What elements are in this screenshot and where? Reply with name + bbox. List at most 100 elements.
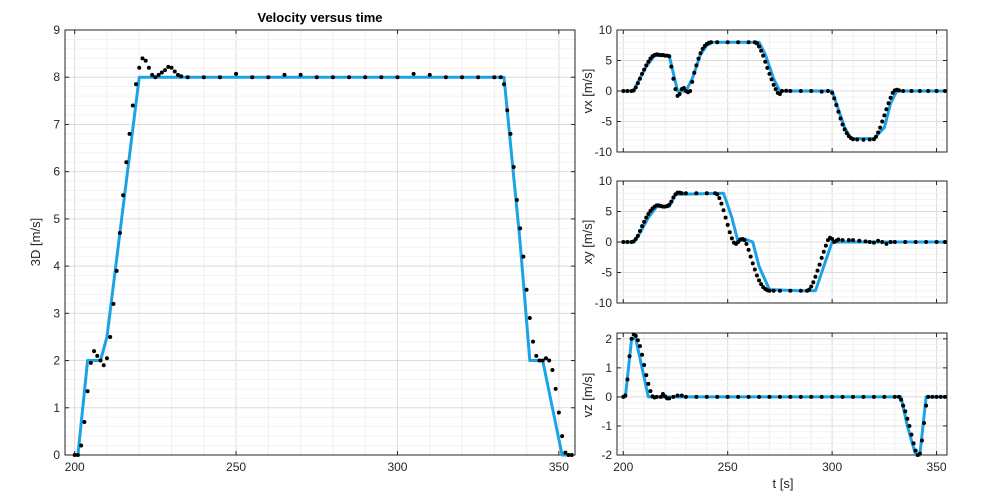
data-point: [821, 249, 826, 254]
data-point: [363, 75, 368, 80]
data-point: [813, 274, 818, 279]
data-point: [266, 75, 271, 80]
data-point: [201, 75, 206, 80]
data-point: [857, 238, 862, 243]
data-point: [642, 219, 647, 224]
data-point: [892, 394, 897, 399]
plot-area-main: [65, 30, 575, 455]
data-point: [836, 109, 841, 114]
data-point: [777, 288, 782, 293]
data-point: [851, 394, 856, 399]
data-point: [540, 358, 545, 363]
data-point: [179, 74, 184, 79]
data-point: [851, 238, 856, 243]
data-point: [282, 72, 287, 77]
data-point: [905, 416, 910, 421]
data-point: [621, 240, 626, 244]
data-point: [942, 240, 947, 244]
data-point: [679, 191, 684, 196]
y-tick-label: 0: [53, 448, 60, 462]
data-point: [88, 360, 93, 365]
data-point: [825, 89, 830, 93]
data-point: [942, 394, 947, 399]
data-point: [669, 64, 674, 69]
data-point: [395, 75, 400, 80]
data-point: [688, 89, 693, 93]
data-point: [777, 394, 782, 399]
data-point: [867, 240, 872, 244]
data-point: [625, 240, 630, 244]
data-point: [727, 230, 732, 235]
data-point: [809, 394, 814, 399]
data-point: [625, 89, 630, 93]
series-xy: [621, 190, 947, 293]
data-point: [527, 316, 532, 321]
data-point: [882, 113, 887, 118]
data-point: [644, 63, 649, 68]
data-point: [911, 441, 916, 446]
data-point: [767, 71, 772, 76]
x-tick-label: 200: [65, 460, 85, 474]
data-point: [677, 92, 682, 97]
data-point: [809, 89, 814, 93]
data-point: [635, 338, 640, 343]
data-point: [633, 85, 638, 90]
data-point: [640, 71, 645, 76]
data-point: [104, 356, 109, 361]
data-point: [882, 394, 887, 399]
y-tick-label: 10: [599, 23, 613, 37]
data-point: [840, 238, 845, 243]
data-point: [642, 67, 647, 72]
data-point: [840, 122, 845, 127]
data-point: [169, 65, 174, 70]
data-point: [683, 394, 688, 399]
data-point: [492, 75, 497, 80]
data-point: [673, 87, 678, 92]
data-point: [788, 394, 793, 399]
data-point: [926, 89, 931, 93]
data-point: [498, 75, 503, 80]
data-point: [878, 125, 883, 130]
x-tick-label: 300: [822, 460, 842, 474]
x-tick-label: 250: [226, 460, 246, 474]
data-point: [811, 280, 816, 285]
data-point: [759, 282, 764, 287]
data-point: [637, 229, 642, 234]
data-point: [644, 373, 649, 378]
data-point: [873, 134, 878, 139]
data-point: [708, 40, 713, 45]
data-point: [748, 254, 753, 259]
data-point: [934, 240, 939, 244]
axes-frame-main: [64, 29, 576, 456]
data-point: [690, 79, 695, 84]
ticks-xy: -10 -5 0 5 10: [595, 174, 947, 310]
data-point: [654, 394, 659, 399]
y-tick-label: 2: [53, 354, 60, 368]
data-point: [130, 103, 135, 108]
x-tick-label: 250: [718, 460, 738, 474]
data-point: [569, 453, 574, 457]
data-point: [888, 95, 893, 100]
data-point: [114, 268, 119, 273]
data-point: [924, 403, 929, 408]
data-point: [563, 450, 568, 455]
data-point: [725, 394, 730, 399]
data-point: [505, 108, 510, 113]
data-point: [880, 240, 885, 244]
data-point: [521, 254, 526, 259]
data-point: [759, 48, 764, 53]
data-point: [121, 193, 126, 198]
data-point: [798, 394, 803, 399]
data-point: [124, 160, 129, 165]
data-point: [637, 344, 642, 349]
data-point: [98, 358, 103, 363]
data-point: [694, 191, 699, 196]
data-point: [909, 89, 914, 93]
data-point: [863, 239, 868, 244]
data-point: [234, 71, 239, 76]
x-tick-label: 300: [387, 460, 407, 474]
data-point: [101, 363, 106, 368]
data-point: [729, 236, 734, 241]
data-point: [550, 368, 555, 372]
data-point: [855, 137, 860, 142]
